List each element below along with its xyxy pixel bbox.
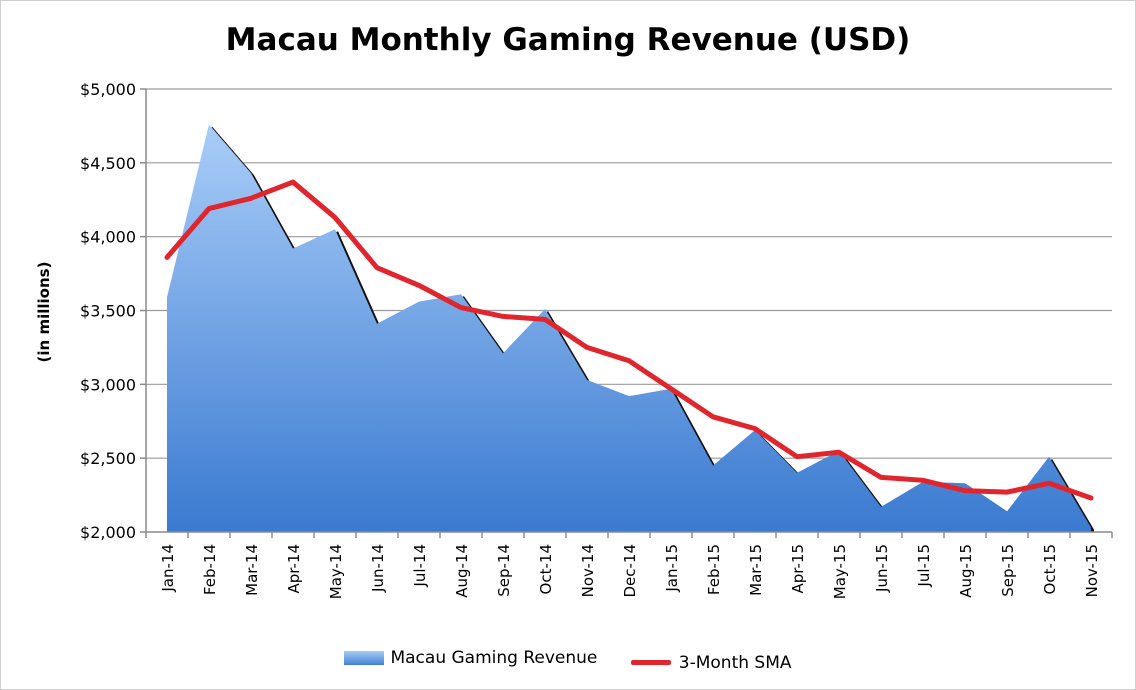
x-tick-label: Jul-14 [411,544,429,588]
revenue-area [167,124,1091,532]
y-tick-label: $5,000 [80,80,136,99]
x-tick-label: Dec-14 [621,544,639,598]
y-tick-label: $2,000 [80,523,136,542]
x-tick-label: Oct-14 [537,544,555,594]
x-tick-label: Apr-14 [285,544,303,594]
axes [140,88,1113,538]
y-tick-labels: $2,000 $2,500 $3,000 $3,500 $4,000 $4,500 $5,0… [80,80,136,542]
x-tick-label: Nov-15 [1083,544,1101,597]
y-tick-label: $4,500 [80,154,136,173]
x-tick-label: Mar-14 [243,544,261,596]
legend-swatch-area [344,651,385,665]
legend-item-revenue: Macau Gaming Revenue [344,648,597,668]
legend-swatch-line [630,660,671,665]
x-tick-label: May-14 [327,544,345,599]
sma-line-series [164,179,1094,501]
x-tick-label: Sep-15 [999,544,1017,597]
x-tick-labels: Jan-14 Feb-14 Mar-14 Apr-14 May-14 Jun-14 Jul-… [159,544,1101,599]
x-tick-label: Jun-14 [369,544,387,593]
chart-title: Macau Monthly Gaming Revenue (USD) [225,22,911,58]
legend: Macau Gaming Revenue 3-Month SMA [0,648,1136,673]
revenue-area-series [167,124,1094,532]
x-tick-label: Jun-15 [873,544,891,593]
x-tick-label: Mar-15 [747,544,765,596]
x-tick-label: Nov-14 [579,544,597,597]
legend-item-sma: 3-Month SMA [630,652,792,673]
x-tick-label: Apr-15 [789,544,807,594]
y-tick-label: $3,000 [80,375,136,394]
x-tick-label: Feb-14 [201,544,219,595]
x-tick-label: May-15 [831,544,849,599]
x-tick-label: Oct-15 [1041,544,1059,594]
legend-label-sma: 3-Month SMA [678,652,792,673]
y-tick-label: $4,000 [80,228,136,247]
sma-line [164,179,1094,501]
legend-label-revenue: Macau Gaming Revenue [390,648,598,668]
x-tick-label: Sep-14 [495,544,513,597]
x-tick-label: Jan-15 [663,544,681,593]
y-tick-label: $3,500 [80,302,136,321]
x-tick-label: Jan-14 [159,544,177,593]
x-tick-label: Aug-14 [453,544,471,598]
x-tick-label: Jul-15 [915,544,933,588]
y-tick-label: $2,500 [80,449,136,468]
x-tick-label: Aug-15 [957,544,975,598]
x-tick-label: Feb-15 [705,544,723,595]
